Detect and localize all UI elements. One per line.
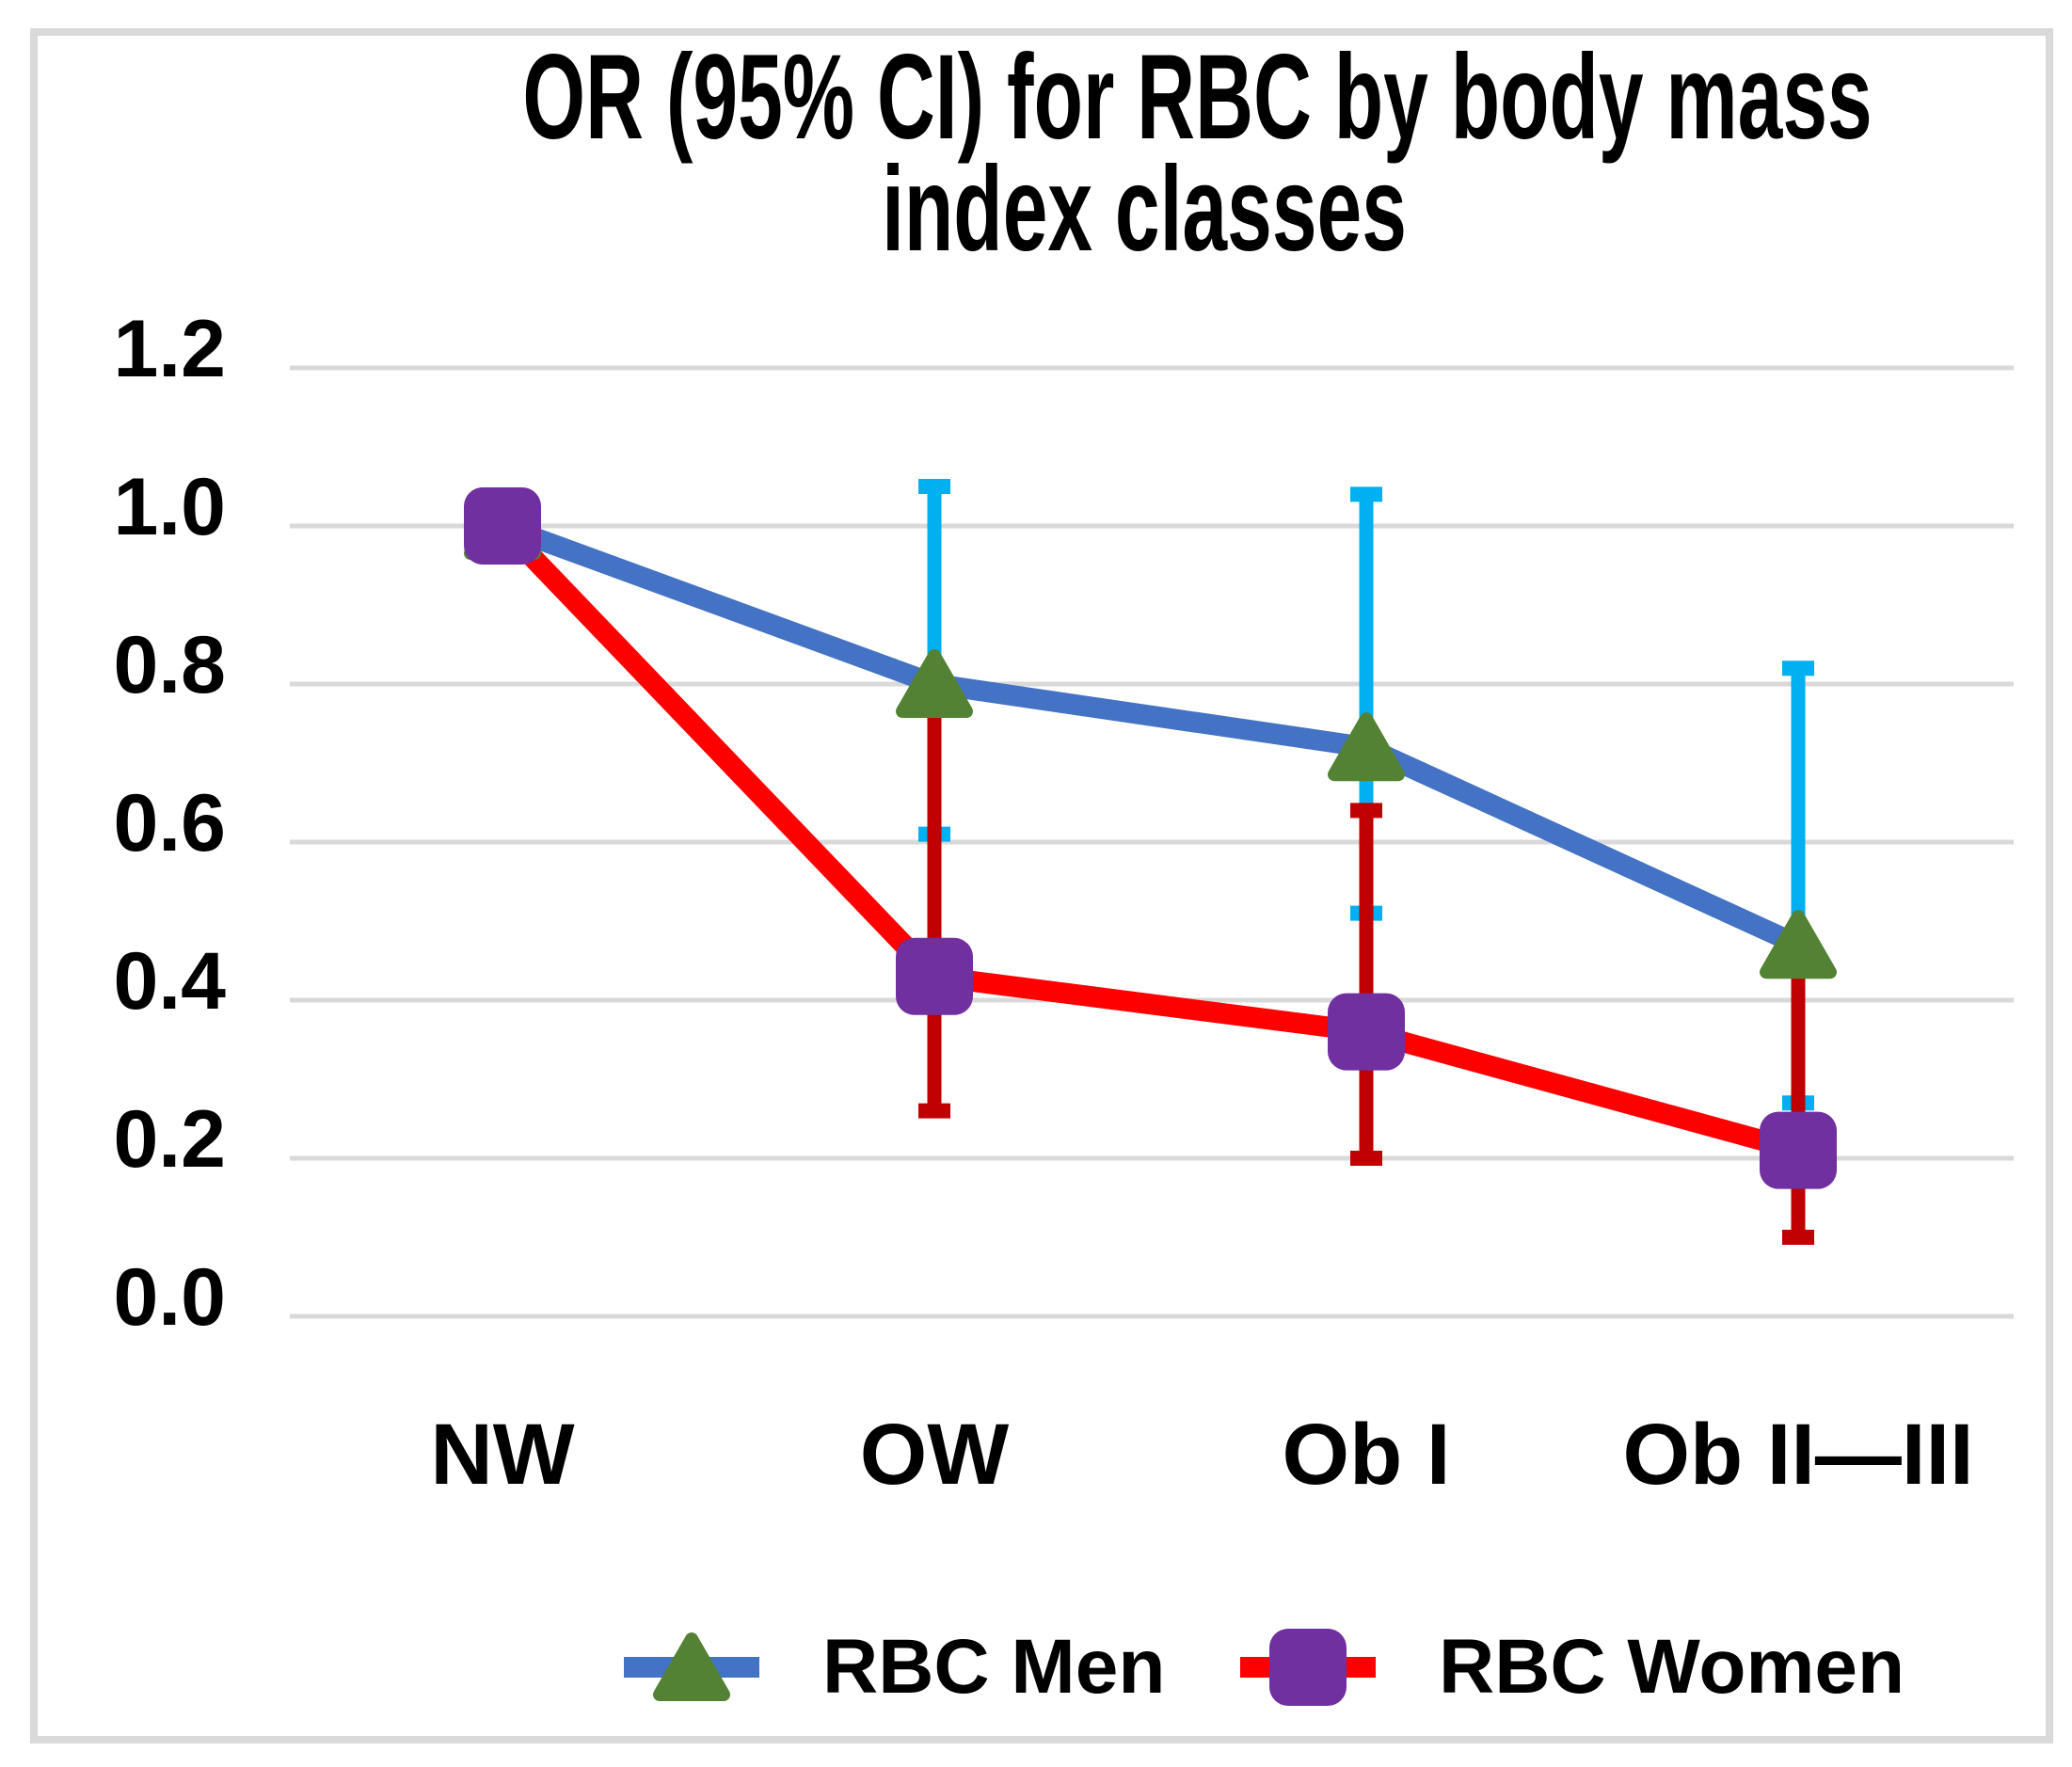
y-axis-tick-label: 0.2 [113,1094,226,1185]
marker-square-rbc-women [464,487,541,565]
legend-marker-triangle [653,1632,730,1701]
error-bar-rbc-women [918,692,950,1119]
x-axis-category-label-ob1: Ob I [1282,1407,1451,1503]
legend-swatch-rbc-women [1240,1629,1376,1706]
legend-swatch-rbc-men [624,1632,759,1701]
y-axis-tick-label: 0.8 [113,620,226,710]
legend-label-rbc-men: RBC Men [822,1624,1166,1710]
series-line-rbc-women [495,518,1801,1161]
chart-border-frame [30,28,2053,1743]
y-axis-tick-label: 0.0 [113,1252,226,1343]
x-axis-category-label-ow: OW [859,1407,1010,1503]
chart-title: OR (95% CI) for RBC by body mass index c… [216,30,2072,277]
marker-triangle-rbc-men [1760,910,1837,979]
x-axis-category-label-nw: NW [430,1407,575,1503]
marker-square-rbc-women [1328,993,1405,1071]
legend-item-rbc-men: RBC Men [621,1611,1165,1724]
marker-triangle-rbc-men [896,649,973,718]
y-axis-tick-label: 1.2 [113,304,226,394]
legend-item-rbc-women: RBC Women [1237,1611,1905,1724]
series-line-rbc-men [499,516,1803,955]
y-axis-tick-label: 1.0 [113,462,226,552]
marker-square-rbc-women [896,937,973,1015]
legend-marker-square [1269,1629,1347,1706]
y-axis-tick-label: 0.4 [113,936,226,1027]
error-bar-rbc-women [1350,803,1382,1166]
legend-label-rbc-women: RBC Women [1439,1624,1905,1710]
x-axis-category-label-ob2-3: Ob II—III [1622,1407,1974,1503]
chart-title-line2: index classes [882,142,1407,277]
y-axis-tick-label: 0.6 [113,778,226,868]
chart-title-line1: OR (95% CI) for RBC by body mass [522,30,1873,165]
marker-triangle-rbc-men [1328,712,1405,782]
marker-square-rbc-women [1760,1111,1837,1189]
